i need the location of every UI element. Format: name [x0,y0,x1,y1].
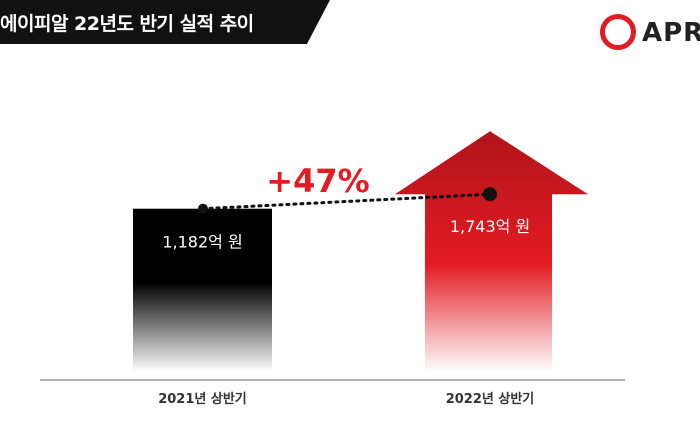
growth-trend-line [201,192,492,211]
apr-logo: APR [598,12,700,52]
bar-2022-first-half-arrow [395,131,588,372]
category-label-2021: 2021년 상반기 [158,391,247,407]
growth-percent-label: +47% [266,162,369,200]
data-point-2022 [483,187,497,202]
chart-title: 에이피알 22년도 반기 실적 추이 [0,13,254,35]
data-point-2021 [198,203,208,214]
logo-ring-icon [600,14,636,50]
logo-text: APR [642,18,700,48]
value-label-2022: 1,743억 원 [450,217,530,236]
bar-2021-first-half [133,208,272,372]
title-banner: 에이피알 22년도 반기 실적 추이 [0,0,330,44]
value-label-2021: 1,182억 원 [162,233,242,252]
category-label-2022: 2022년 상반기 [446,391,535,407]
